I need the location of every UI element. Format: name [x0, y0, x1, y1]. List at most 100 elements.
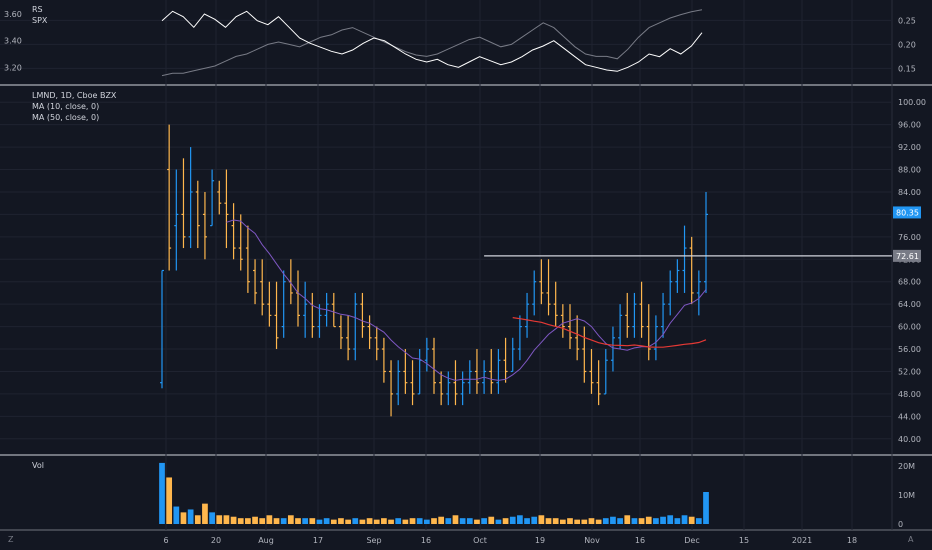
- volume-bar: [180, 512, 187, 524]
- volume-bar: [538, 515, 545, 524]
- price-tick-label: 68.00: [898, 278, 921, 287]
- volume-bar: [531, 516, 538, 524]
- volume-tick-label: 10M: [898, 491, 915, 500]
- ohlc-bar: [625, 292, 630, 338]
- volume-bar: [302, 518, 309, 524]
- ohlc-bar: [403, 349, 408, 394]
- volume-bar: [481, 518, 487, 524]
- ohlc-bar: [618, 304, 623, 350]
- volume-bar: [653, 518, 659, 524]
- volume-bar: [688, 516, 695, 524]
- time-tick-label: 18: [847, 536, 857, 545]
- volume-bar: [345, 519, 351, 524]
- volume-bar: [323, 518, 330, 524]
- volume-bar: [409, 518, 416, 524]
- volume-bar: [452, 515, 459, 524]
- price-tick-label: 52.00: [898, 367, 921, 376]
- volume-bar: [259, 518, 266, 524]
- ohlc-bar: [167, 124, 172, 271]
- volume-bar: [423, 519, 430, 524]
- ohlc-bar: [181, 158, 186, 249]
- ohlc-bar: [317, 304, 322, 338]
- ohlc-bar: [704, 191, 708, 293]
- volume-bar: [567, 518, 573, 524]
- volume-bar: [703, 492, 709, 524]
- price-tick-label: 48.00: [898, 390, 921, 399]
- volume-bar: [402, 519, 409, 524]
- volume-bar: [395, 518, 402, 524]
- volume-bar: [216, 515, 223, 524]
- volume-legend[interactable]: Vol: [32, 461, 44, 470]
- volume-bar: [624, 515, 631, 524]
- ohlc-bar: [360, 292, 365, 338]
- rs-pane: [161, 9, 703, 77]
- ohlc-bar: [424, 337, 429, 372]
- ohlc-bar: [639, 281, 644, 338]
- rs-legend-rs: RS: [32, 5, 43, 14]
- volume-bar: [280, 518, 287, 524]
- time-tick-label: Sep: [366, 536, 381, 545]
- price-tick-label: 96.00: [898, 121, 921, 130]
- ohlc-bar: [410, 360, 415, 406]
- price-tick-label: 64.00: [898, 300, 921, 309]
- volume-bar: [431, 518, 437, 524]
- time-tick-label: Aug: [258, 536, 274, 545]
- volume-bar: [373, 519, 380, 524]
- ohlc-bar: [303, 281, 308, 338]
- time-tick-label: 6: [163, 536, 168, 545]
- volume-bar: [237, 518, 244, 524]
- ohlc-bar: [188, 147, 193, 249]
- last-price-tag: [893, 206, 921, 219]
- ohlc-bar: [560, 304, 565, 338]
- price-tick-label: 40.00: [898, 435, 921, 444]
- ohlc-bar: [432, 337, 436, 394]
- time-tick-label: Oct: [473, 536, 487, 545]
- volume-bar: [316, 519, 323, 524]
- volume-bar: [273, 518, 280, 524]
- ohlc-bar: [675, 259, 680, 293]
- zoom-button[interactable]: Z: [8, 535, 14, 544]
- ma10-legend[interactable]: MA (10, close, 0): [32, 102, 100, 111]
- volume-bar: [674, 518, 681, 524]
- time-tick-label: Nov: [584, 536, 600, 545]
- ohlc-bar: [474, 349, 479, 394]
- ohlc-bar: [253, 259, 258, 305]
- volume-bar: [588, 518, 595, 524]
- volume-bar: [466, 518, 473, 524]
- volume-tick-label: 0: [898, 520, 903, 529]
- ohlc-bar: [575, 315, 580, 361]
- ohlc-bar: [646, 304, 651, 361]
- ohlc-bar: [353, 292, 358, 361]
- volume-bar: [194, 515, 201, 524]
- ohlc-bar: [267, 281, 272, 327]
- ohlc-bar: [224, 169, 229, 249]
- ma50-legend[interactable]: MA (50, close, 0): [32, 113, 100, 122]
- rs-right-tick-label: 0.20: [898, 40, 916, 49]
- price-tick-label: 56.00: [898, 345, 921, 354]
- price-pane[interactable]: [160, 124, 892, 417]
- volume-bar: [330, 519, 337, 524]
- ohlc-bar: [446, 371, 451, 406]
- ohlc-bar: [260, 259, 265, 316]
- volume-bar: [309, 518, 316, 524]
- price-tick-label: 88.00: [898, 166, 921, 175]
- ohlc-bar: [160, 269, 164, 389]
- volume-bar: [695, 518, 702, 524]
- volume-pane: [159, 462, 709, 524]
- volume-bar: [645, 516, 652, 524]
- ohlc-bar: [661, 292, 666, 338]
- ohlc-bar: [174, 169, 179, 271]
- ma50-line: [512, 317, 707, 348]
- volume-bar: [438, 516, 445, 524]
- ohlc-bar: [682, 225, 687, 293]
- ohlc-bar: [439, 371, 444, 406]
- volume-bar: [502, 518, 509, 524]
- rs-left-tick-label: 3.20: [4, 63, 22, 72]
- ohlc-bar: [582, 326, 587, 383]
- volume-bar: [159, 462, 165, 524]
- ohlc-bar: [202, 191, 207, 260]
- auto-scale-button[interactable]: A: [908, 535, 914, 544]
- ohlc-bar: [489, 349, 494, 394]
- rs-legend-spx: SPX: [32, 16, 48, 25]
- symbol-legend[interactable]: LMND, 1D, Cboe BZX: [32, 91, 117, 100]
